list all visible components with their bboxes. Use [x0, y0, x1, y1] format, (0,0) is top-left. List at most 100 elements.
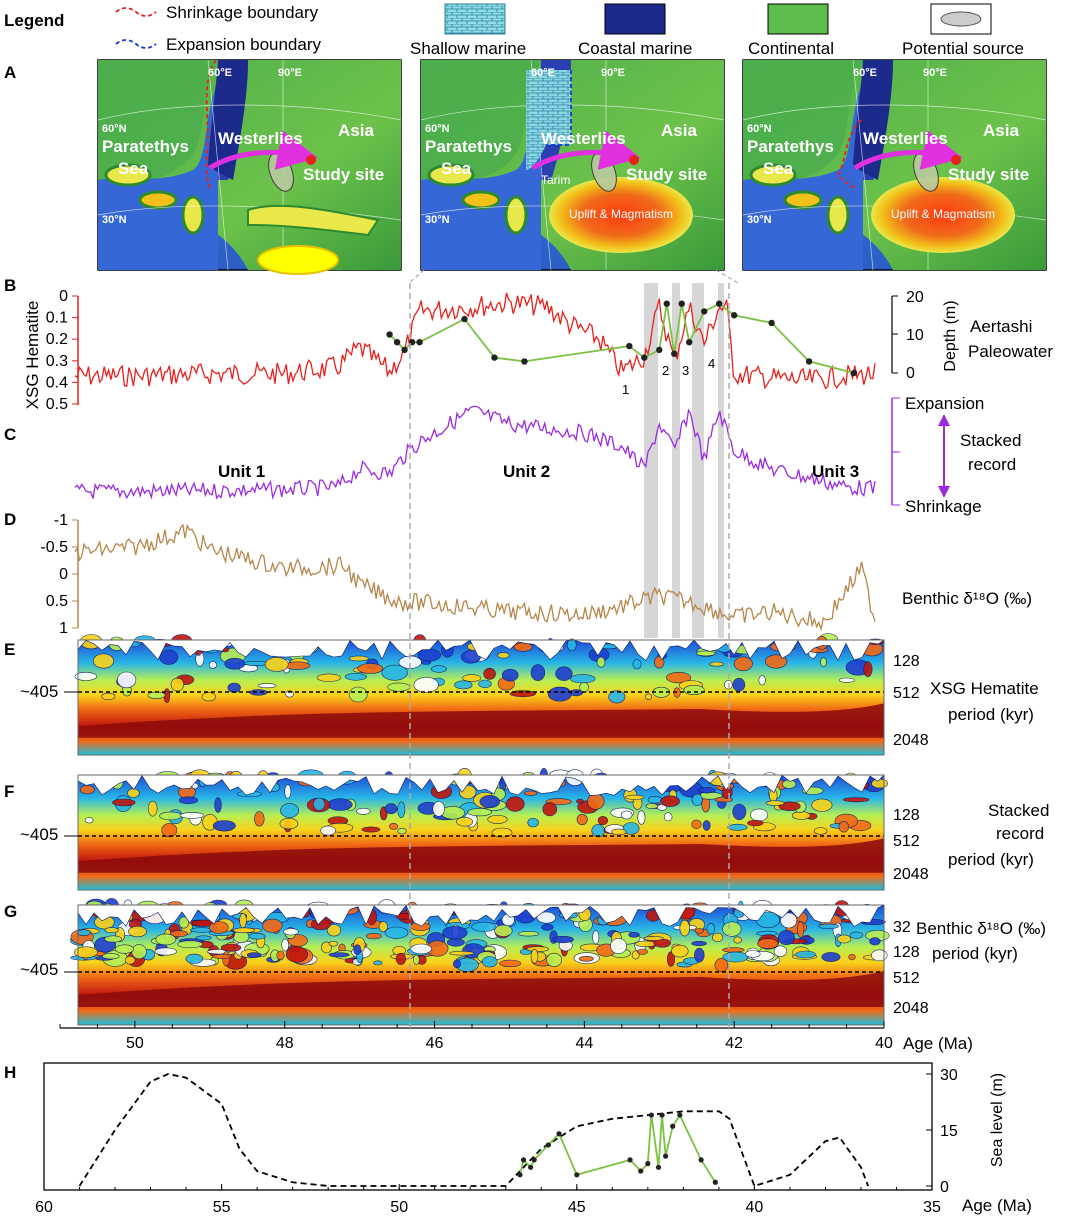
uplift-label-2: Uplift & Magmatism [569, 207, 673, 221]
d-tick: -0.5 [40, 539, 68, 556]
aertashi-point [521, 358, 528, 365]
e-tick-512: 512 [893, 685, 920, 702]
uplift-label-3: Uplift & Magmatism [891, 207, 995, 221]
legend: Legend Shrinkage boundary Expansion boun… [4, 3, 1024, 58]
event-number-2: 2 [662, 363, 669, 378]
asia-label-2: Asia [661, 121, 697, 140]
f-title-3: period (kyr) [948, 850, 1034, 869]
aertashi-point [626, 342, 633, 350]
event-band-3 [692, 283, 704, 638]
e-tick-2048: 2048 [893, 732, 929, 749]
study-site-label-2: Study site [626, 165, 707, 184]
lat60-label-2: 60°N [425, 123, 450, 135]
aertashi-point [671, 350, 678, 357]
b-tick: 0.1 [46, 310, 68, 327]
aertashi-point [401, 346, 408, 354]
lon60-label-2: 60°E [531, 67, 555, 79]
depth-tick-10: 10 [906, 327, 924, 344]
wavelet-g-ticks: 32 128 512 2048 Benthic δ¹⁸O (‰) period … [893, 919, 1046, 1017]
h-aertashi-point [712, 1179, 718, 1185]
aertashi-point [768, 319, 775, 327]
event-number-4: 4 [708, 356, 715, 371]
g-tick-512: 512 [893, 970, 920, 987]
legend-potential-source: Potential source [902, 39, 1024, 58]
age-axis: 50 48 46 44 42 40 Age (Ma) [59, 1021, 973, 1053]
record-title: record [968, 455, 1016, 474]
wavelet-f-ticks: 128 512 2048 Stacked record period (kyr) [893, 801, 1049, 883]
lat60-label-3: 60°N [747, 123, 772, 135]
d-tick: -1 [54, 512, 68, 529]
lon90-label-1: 90°E [278, 67, 302, 79]
h-tick: 50 [390, 1199, 408, 1216]
legend-continental: Continental [748, 39, 834, 58]
h-ytick: 15 [940, 1123, 958, 1140]
d-tick: 1 [59, 620, 68, 637]
expansion-swatch [115, 39, 157, 49]
depth-tick-20: 20 [906, 289, 924, 306]
asia-label-1: Asia [338, 121, 374, 140]
panel-label-h: H [4, 1063, 16, 1082]
g-tick-2048: 2048 [893, 1000, 929, 1017]
event-bands [644, 283, 724, 638]
benthic-line [74, 523, 876, 632]
panel-label-g: G [4, 902, 17, 921]
event-numbers: 1 2 3 4 [622, 356, 715, 397]
study-site-label-1: Study site [303, 165, 384, 184]
b-tick: 0.2 [46, 331, 68, 348]
age-tick: 48 [276, 1035, 294, 1052]
map-guide-right [715, 269, 739, 284]
h-aertashi-point [528, 1164, 534, 1170]
h-aertashi-point [517, 1172, 523, 1178]
unit-3-label: Unit 3 [812, 462, 859, 481]
age-axis-label: Age (Ma) [903, 1034, 973, 1053]
map-2: Uplift & Magmatism Westerlies Asia Parateth… [420, 59, 725, 271]
wavelet-e-ticks: 128 512 2048 XSG Hematite period (kyr) [893, 653, 1039, 749]
legend-shallow-marine: Shallow marine [410, 39, 526, 58]
d-tick: 0 [59, 566, 68, 583]
westerlies-label-2: Westerlies [541, 129, 626, 148]
lat60-label-1: 60°N [102, 123, 127, 135]
event-number-1: 1 [622, 382, 629, 397]
event-band-2 [672, 283, 680, 638]
h-aertashi-point [659, 1112, 665, 1118]
lon60-label-3: 60°E [853, 67, 877, 79]
h-aertashi-point [698, 1157, 704, 1163]
age-tick: 50 [126, 1035, 144, 1052]
map-3: Uplift & Magmatism Westerlies Asia Parateth… [742, 59, 1047, 271]
panel-label-e: E [4, 640, 15, 659]
panel-h-frame: 60 55 50 45 40 35 30 15 0 Sea level (m) Age (Ma) [35, 1062, 1032, 1216]
age-tick: 44 [575, 1035, 593, 1052]
aertashi-point [716, 300, 723, 307]
h-aertashi-point [655, 1164, 662, 1170]
unit-2-label: Unit 2 [503, 462, 550, 481]
panel-label-d: D [4, 510, 16, 529]
coastal-marine-swatch [604, 3, 666, 35]
wavelet-e [64, 633, 885, 756]
h-aertashi-point [648, 1112, 654, 1118]
lon60-label-1: 60°E [208, 67, 232, 79]
b-tick: 0.5 [46, 396, 68, 413]
aertashi-point [686, 339, 693, 346]
h-ytick: 30 [940, 1067, 958, 1084]
legend-coastal-marine: Coastal marine [578, 39, 692, 58]
panel-label-a: A [4, 63, 16, 82]
h-aertashi-point [574, 1172, 580, 1178]
sea-label-2: Sea [441, 159, 472, 178]
unit-1-label: Unit 1 [218, 462, 265, 481]
sea-level-dashed-line [78, 1073, 869, 1188]
shallow-marine-swatch [444, 3, 506, 35]
aertashi-point [805, 358, 813, 365]
study-site-label-3: Study site [948, 165, 1029, 184]
h-aertashi-point [627, 1157, 633, 1163]
depth-label: Depth (m) [942, 300, 959, 371]
h-aertashi-point [531, 1157, 537, 1163]
h-aertashi-point [663, 1153, 669, 1159]
panel-c-axes: Expansion Shrinkage Stacked record [891, 394, 1021, 516]
paratethys-label-1: Paratethys [102, 137, 189, 156]
f-tick-128: 128 [893, 807, 920, 824]
stacked-record-line [74, 405, 876, 500]
paleowater-title: Paleowater [968, 342, 1053, 361]
lon90-label-2: 90°E [601, 67, 625, 79]
h-tick: 55 [213, 1199, 231, 1216]
